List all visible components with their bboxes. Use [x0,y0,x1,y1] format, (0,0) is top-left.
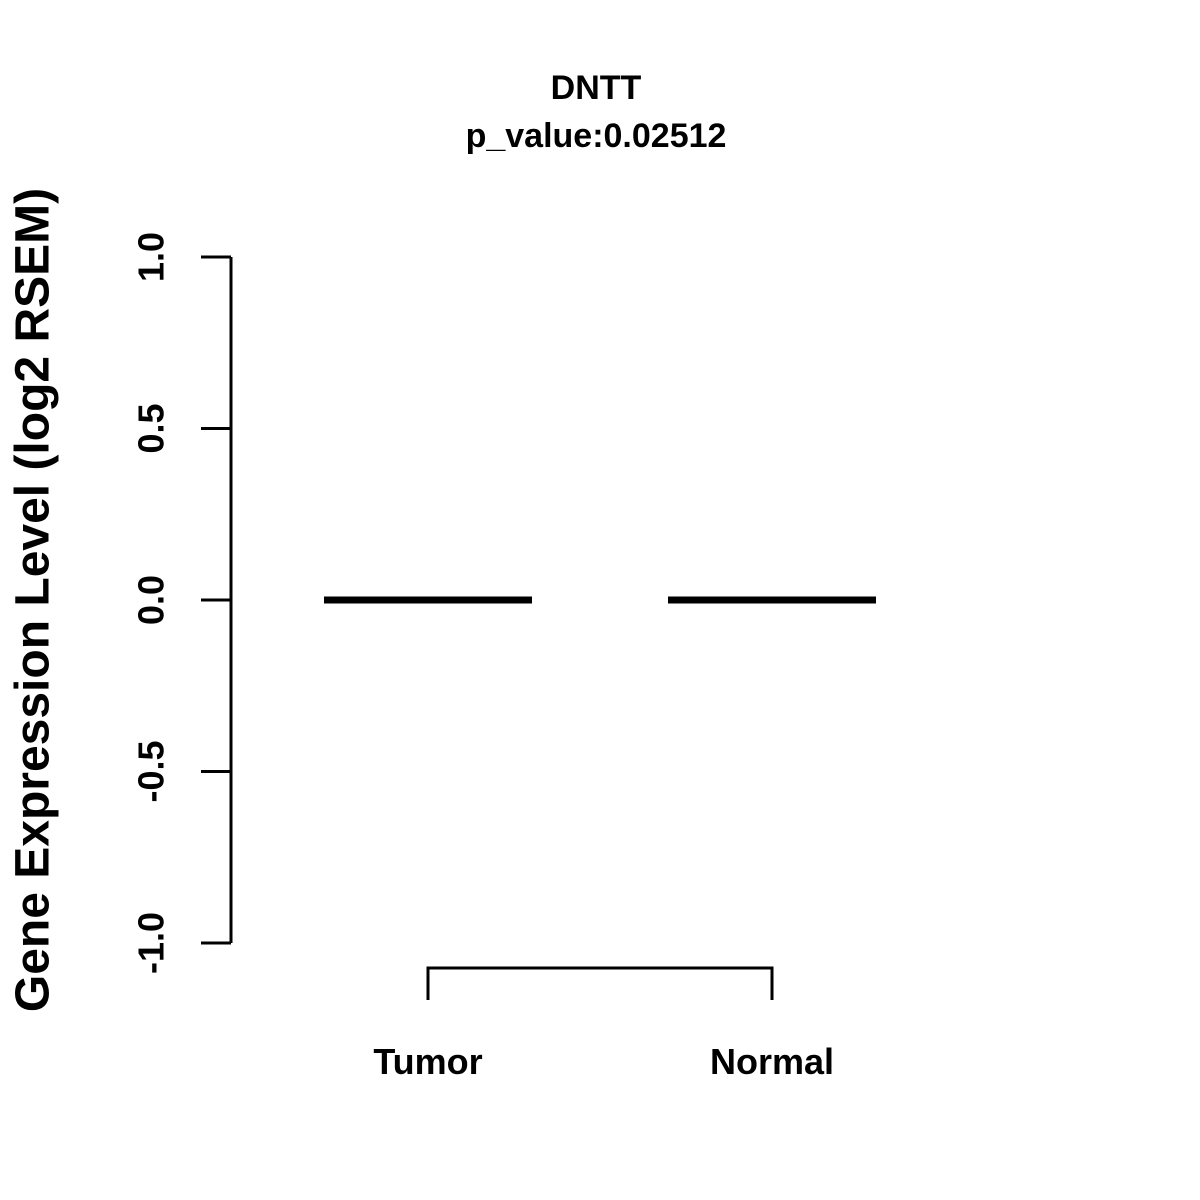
title-block: DNTT p_value:0.02512 [0,64,1192,160]
y-tick-label: 0.5 [131,403,172,453]
bracket-line [426,966,774,1000]
comparison-bracket [426,966,774,1000]
y-tick-label: 0.0 [131,575,172,625]
y-axis: 1.0 0.5 0.0 -0.5 -1.0 [131,232,233,974]
y-tick-label: -0.5 [131,740,172,802]
x-axis-labels: Tumor Normal [373,1041,834,1082]
chart-title: DNTT [550,69,642,107]
y-tick-label: 1.0 [131,232,172,282]
x-label-tumor: Tumor [373,1041,482,1082]
x-label-normal: Normal [710,1041,834,1082]
chart-subtitle: p_value:0.02512 [465,117,727,155]
y-tick-label: -1.0 [131,912,172,974]
